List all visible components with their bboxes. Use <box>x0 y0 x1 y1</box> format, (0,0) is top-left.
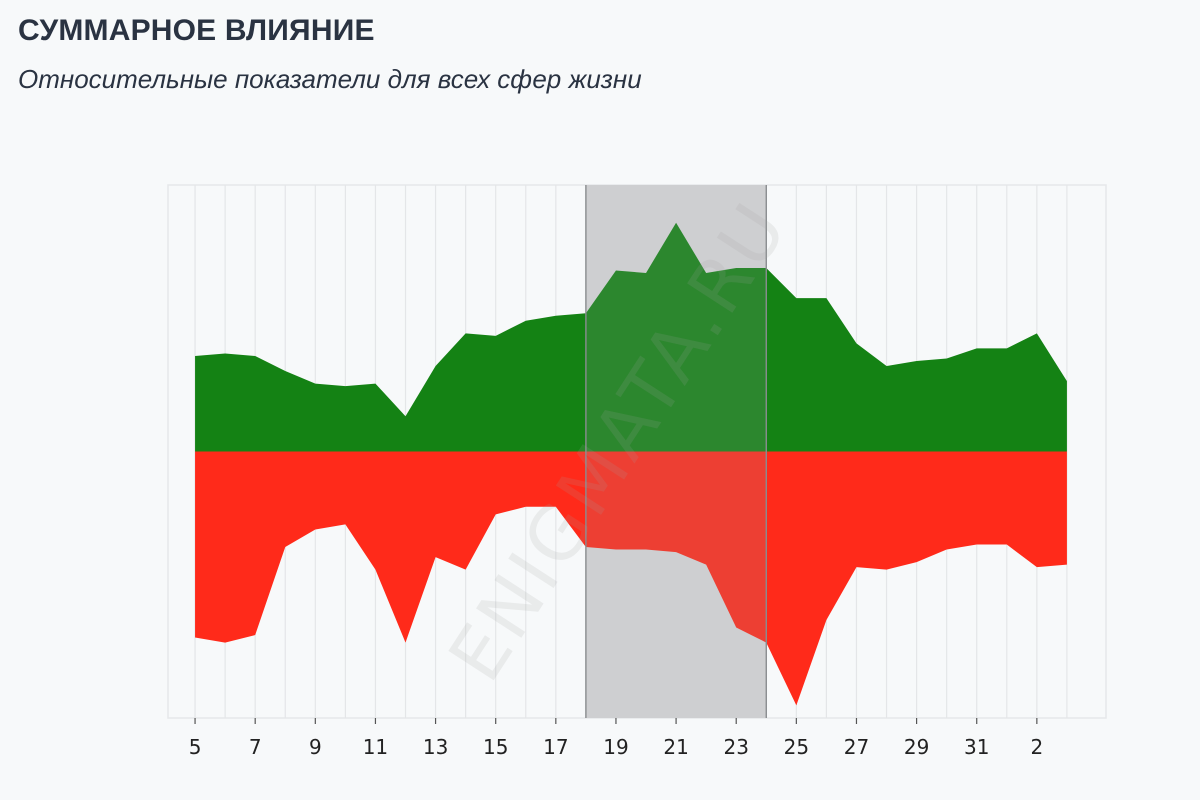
x-tick-label: 11 <box>363 735 388 759</box>
x-tick-label: 21 <box>663 735 688 759</box>
x-tick-label: 23 <box>723 735 748 759</box>
x-tick-label: 27 <box>844 735 869 759</box>
x-tick-label: 9 <box>309 735 322 759</box>
x-tick-label: 15 <box>483 735 508 759</box>
x-tick-label: 7 <box>249 735 262 759</box>
positive-area <box>195 222 1067 452</box>
negative-area <box>195 451 1067 706</box>
x-axis-ticks: 5 7 9 11 13 15 17 19 21 23 25 27 29 31 2 <box>189 718 1043 759</box>
x-tick-label: 2 <box>1030 735 1043 759</box>
x-tick-label: 29 <box>904 735 929 759</box>
x-tick-label: 31 <box>964 735 989 759</box>
page-title: СУММАРНОЕ ВЛИЯНИЕ <box>18 14 375 47</box>
x-tick-label: 25 <box>784 735 809 759</box>
highlight-overlay <box>585 185 767 718</box>
x-tick-label: 17 <box>543 735 568 759</box>
x-tick-label: 19 <box>603 735 628 759</box>
page-subtitle: Относительные показатели для всех сфер ж… <box>18 64 642 94</box>
x-tick-label: 5 <box>189 735 202 759</box>
x-tick-label: 13 <box>423 735 448 759</box>
series-areas <box>195 185 1067 718</box>
